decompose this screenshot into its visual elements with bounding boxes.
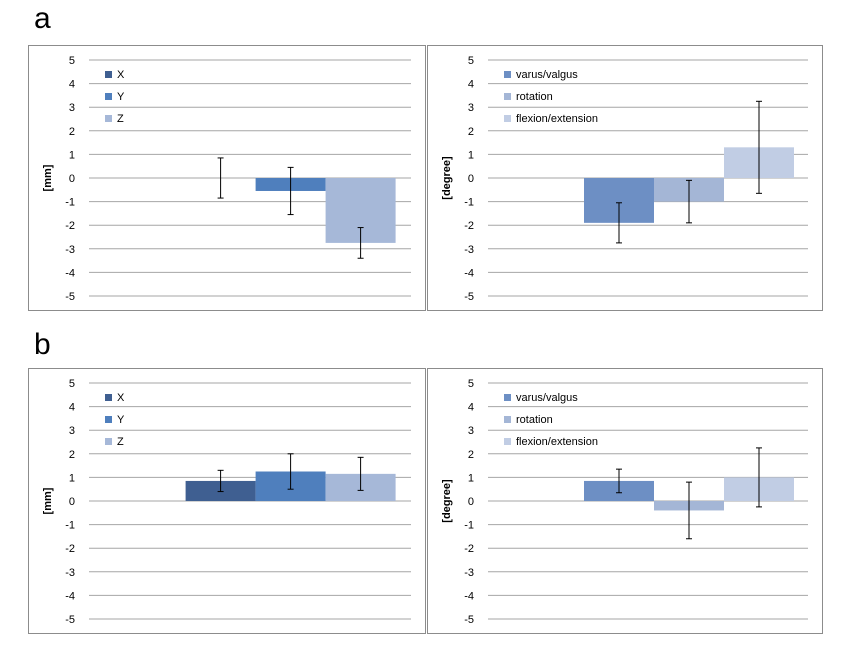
legend-swatch bbox=[504, 416, 511, 423]
legend-label: Z bbox=[117, 436, 124, 448]
y-tick-label: 5 bbox=[468, 55, 474, 67]
y-tick-label: 2 bbox=[468, 449, 474, 461]
chart-a-rotation-svg: 5 4 3 2 1 0 -1 -2 -3 -4 -5 [degree] varus/valgus rota… bbox=[441, 55, 808, 303]
y-tick-label: -5 bbox=[464, 614, 474, 626]
legend-swatch bbox=[504, 115, 511, 122]
y-tick-label: -2 bbox=[464, 543, 474, 555]
y-tick-label: 1 bbox=[69, 472, 75, 484]
y-tick-label: 2 bbox=[69, 449, 75, 461]
y-tick-label: -3 bbox=[464, 244, 474, 256]
y-tick-label: -5 bbox=[65, 614, 75, 626]
chart-b-translation: 5 4 3 2 1 0 -1 -2 -3 -4 -5 [mm] X Y Z bbox=[28, 368, 426, 634]
y-tick-label: -2 bbox=[65, 220, 75, 232]
y-tick-label: 0 bbox=[69, 496, 75, 508]
y-tick-label: 3 bbox=[69, 425, 75, 437]
y-tick-label: -3 bbox=[65, 567, 75, 579]
y-tick-label: 0 bbox=[468, 173, 474, 185]
legend-swatch bbox=[504, 438, 511, 445]
chart-a-translation: 5 4 3 2 1 0 -1 -2 -3 -4 -5 [mm] X Y Z bbox=[28, 45, 426, 311]
legend-label: rotation bbox=[516, 91, 553, 103]
y-tick-label: 3 bbox=[468, 425, 474, 437]
y-tick-label: 2 bbox=[69, 126, 75, 138]
legend-swatch bbox=[105, 71, 112, 78]
y-tick-label: 3 bbox=[468, 102, 474, 114]
y-tick-label: -1 bbox=[65, 520, 75, 532]
y-tick-label: 1 bbox=[468, 472, 474, 484]
y-tick-label: 5 bbox=[69, 55, 75, 67]
legend-label: X bbox=[117, 69, 125, 81]
y-tick-label: -2 bbox=[464, 220, 474, 232]
chart-a-rotation: 5 4 3 2 1 0 -1 -2 -3 -4 -5 [degree] varus/valgus rota… bbox=[427, 45, 823, 311]
chart-b-rotation: 5 4 3 2 1 0 -1 -2 -3 -4 -5 [degree] varus/valgus rota… bbox=[427, 368, 823, 634]
y-tick-label: -2 bbox=[65, 543, 75, 555]
legend-swatch bbox=[504, 93, 511, 100]
y-tick-label: -4 bbox=[65, 590, 75, 602]
y-tick-label: 5 bbox=[69, 378, 75, 390]
y-tick-label: -3 bbox=[65, 244, 75, 256]
panel-letter-b: b bbox=[34, 328, 51, 361]
legend-label: X bbox=[117, 392, 125, 404]
chart-a-translation-svg: 5 4 3 2 1 0 -1 -2 -3 -4 -5 [mm] XYZ bbox=[42, 55, 411, 303]
legend-label: Z bbox=[117, 113, 124, 125]
legend-label: Y bbox=[117, 91, 125, 103]
y-tick-label: -4 bbox=[464, 267, 474, 279]
y-tick-label: 0 bbox=[69, 173, 75, 185]
legend-swatch bbox=[105, 438, 112, 445]
y-tick-label: -5 bbox=[65, 291, 75, 303]
y-tick-label: 5 bbox=[468, 378, 474, 390]
y-axis-label: [mm] bbox=[42, 487, 54, 514]
chart-b-rotation-svg: 5 4 3 2 1 0 -1 -2 -3 -4 -5 [degree] varus/valgus rota… bbox=[441, 378, 808, 626]
y-tick-label: 4 bbox=[468, 79, 474, 91]
y-tick-label: 4 bbox=[69, 79, 75, 91]
panel-letter-a: a bbox=[34, 2, 51, 35]
y-tick-label: 3 bbox=[69, 102, 75, 114]
legend-label: varus/valgus bbox=[516, 69, 578, 81]
legend-swatch bbox=[504, 71, 511, 78]
y-tick-label: -3 bbox=[464, 567, 474, 579]
y-tick-label: -1 bbox=[65, 197, 75, 209]
legend-label: flexion/extension bbox=[516, 436, 598, 448]
y-tick-label: -4 bbox=[464, 590, 474, 602]
legend-label: rotation bbox=[516, 414, 553, 426]
legend-label: Y bbox=[117, 414, 125, 426]
legend-label: flexion/extension bbox=[516, 113, 598, 125]
legend-swatch bbox=[105, 394, 112, 401]
y-tick-label: -4 bbox=[65, 267, 75, 279]
chart-b-translation-svg: 5 4 3 2 1 0 -1 -2 -3 -4 -5 [mm] XYZ bbox=[42, 378, 411, 626]
y-tick-label: 4 bbox=[468, 402, 474, 414]
y-tick-label: 1 bbox=[468, 149, 474, 161]
y-tick-label: 2 bbox=[468, 126, 474, 138]
legend-swatch bbox=[105, 416, 112, 423]
y-tick-label: -1 bbox=[464, 520, 474, 532]
y-axis-label: [degree] bbox=[441, 479, 453, 523]
legend-swatch bbox=[105, 93, 112, 100]
y-tick-label: 0 bbox=[468, 496, 474, 508]
y-tick-label: -1 bbox=[464, 197, 474, 209]
y-axis-label: [mm] bbox=[42, 164, 54, 191]
legend-label: varus/valgus bbox=[516, 392, 578, 404]
y-tick-label: 1 bbox=[69, 149, 75, 161]
y-axis-label: [degree] bbox=[441, 156, 453, 200]
legend-swatch bbox=[105, 115, 112, 122]
y-tick-label: 4 bbox=[69, 402, 75, 414]
y-tick-label: -5 bbox=[464, 291, 474, 303]
legend-swatch bbox=[504, 394, 511, 401]
